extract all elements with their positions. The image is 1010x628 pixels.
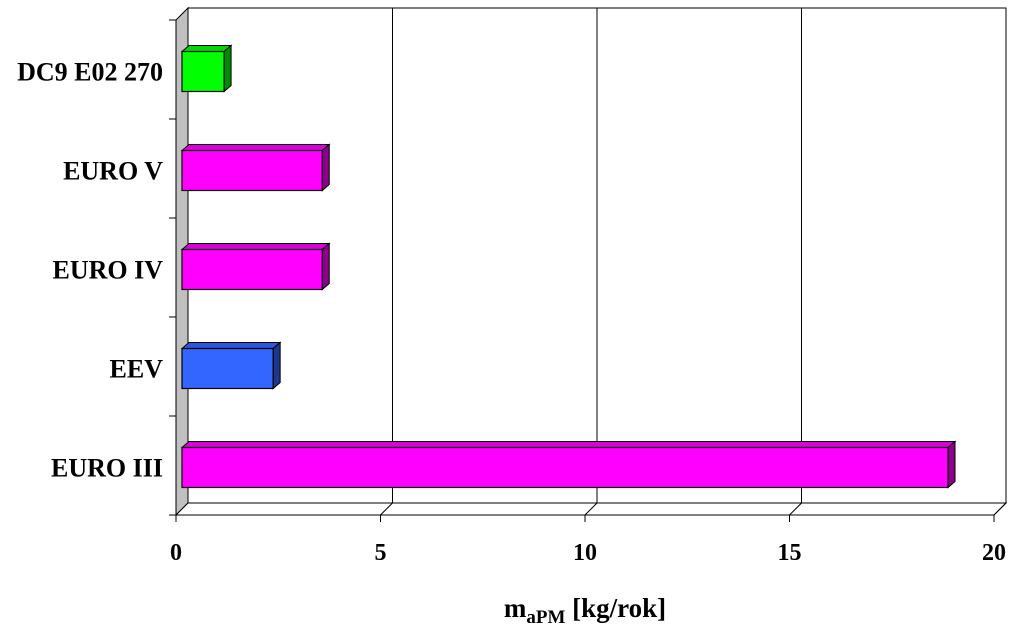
- category-label-4: EEV: [110, 355, 164, 384]
- x-tick-label-3: 15: [778, 540, 802, 566]
- axes: [169, 19, 995, 522]
- gridline-3: [789, 8, 802, 516]
- bar-4: [180, 341, 282, 390]
- category-label-1: DC9 E02 270: [17, 58, 163, 87]
- x-axis-title: maPM [kg/rok]: [504, 593, 666, 628]
- x-tick-label-0: 0: [170, 540, 182, 566]
- bar-1: [180, 44, 233, 93]
- bar-top-face: [180, 144, 331, 151]
- bar-front-face: [181, 50, 225, 93]
- x-tick-labels: 0 5 10 15 20: [170, 540, 1006, 566]
- gridline-1: [380, 8, 393, 516]
- bar-5: [180, 440, 957, 489]
- gridlines: [380, 8, 1007, 516]
- bar-end-face: [321, 242, 330, 291]
- bar-front-face: [181, 347, 274, 390]
- bar-end-face: [321, 143, 330, 192]
- bar-3: [180, 242, 331, 291]
- bar-top-face: [180, 243, 331, 250]
- x-axis-title-unit: [kg/rok]: [565, 593, 666, 623]
- gridline-2: [584, 8, 598, 516]
- bar-top-face: [180, 45, 233, 52]
- bar-end-face: [272, 341, 281, 390]
- gridline-4: [993, 8, 1007, 516]
- x-axis-title-subscript: aPM: [526, 607, 565, 628]
- bar-front-face: [181, 446, 949, 489]
- bar-top-face: [180, 441, 957, 448]
- bars: [180, 44, 957, 489]
- bar-2: [180, 143, 331, 192]
- x-tick-label-2: 10: [573, 540, 597, 566]
- bar-top-face: [180, 342, 282, 349]
- category-label-5: EURO III: [51, 454, 163, 483]
- bar-front-face: [181, 149, 323, 192]
- category-label-2: EURO V: [63, 157, 163, 186]
- category-labels: DC9 E02 270 EURO V EURO IV EEV EURO III: [17, 58, 163, 483]
- bar-end-face: [947, 440, 956, 489]
- category-label-3: EURO IV: [52, 256, 163, 285]
- x-tick-label-1: 5: [375, 540, 387, 566]
- x-tick-label-4: 20: [982, 540, 1006, 566]
- bar-front-face: [181, 248, 323, 291]
- bar-end-face: [223, 44, 232, 93]
